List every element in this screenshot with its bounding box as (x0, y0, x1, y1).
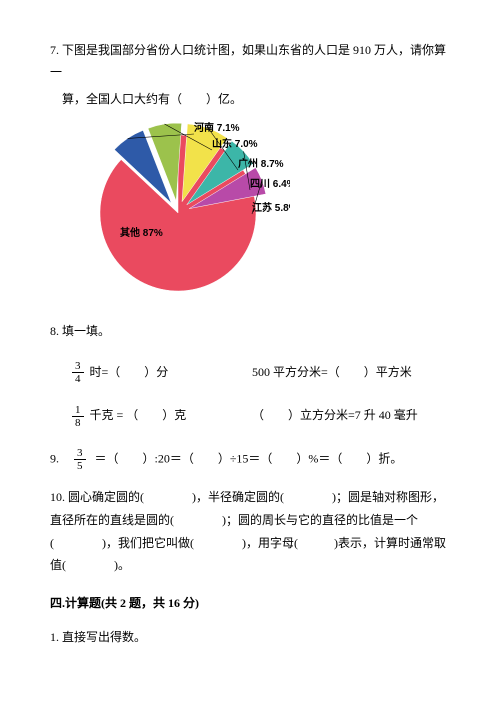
question-8: 8. 填一填。 3 4 时=（ ）分 500 平方分米=（ ）平方米 1 8 千… (50, 321, 450, 429)
pie-chart-container: 其他 87%河南 7.1%山东 7.0%广州 8.7%四川 6.4%江苏 5.8… (90, 121, 450, 301)
fraction-3-4: 3 4 (72, 360, 84, 385)
q7-line1: 7. 下图是我国部分省份人口统计图，如果山东省的人口是 910 万人，请你算一 (50, 40, 450, 83)
question-9: 9. 3 5 ＝（ ）:20＝（ ）÷15＝（ ）%＝（ ）折。 (50, 447, 450, 472)
q8-r2-left: 1 8 千克 = （ ）克 (72, 404, 252, 429)
pie-label-江苏: 江苏 5.8% (252, 201, 290, 214)
q8-r1-left: 3 4 时=（ ）分 (72, 360, 252, 385)
q7-line2: 算，全国人口大约有（ ）亿。 (62, 89, 450, 111)
question-7: 7. 下图是我国部分省份人口统计图，如果山东省的人口是 910 万人，请你算一 … (50, 40, 450, 301)
population-pie-chart: 其他 87%河南 7.1%山东 7.0%广州 8.7%四川 6.4%江苏 5.8… (90, 121, 290, 301)
q8-title: 8. 填一填。 (50, 321, 450, 343)
pie-label-其他: 其他 87% (120, 226, 163, 239)
q8-r1-right: 500 平方分米=（ ）平方米 (252, 360, 412, 385)
pie-label-河南: 河南 7.1% (194, 121, 240, 134)
section-4-q1: 1. 直接写出得数。 (50, 627, 450, 649)
q8-r1-left-text: 时=（ ）分 (90, 362, 169, 384)
q8-row-1: 3 4 时=（ ）分 500 平方分米=（ ）平方米 (72, 360, 450, 385)
fraction-3-5: 3 5 (74, 447, 86, 472)
q8-row-2: 1 8 千克 = （ ）克 （ ）立方分米=7 升 40 毫升 (72, 404, 450, 429)
pie-label-四川: 四川 6.4% (250, 178, 290, 190)
q8-r2-left-text: 千克 = （ ）克 (90, 405, 187, 427)
q8-r2-right: （ ）立方分米=7 升 40 毫升 (252, 404, 418, 429)
section-4-title: 四.计算题(共 2 题，共 16 分) (50, 593, 450, 615)
question-10: 10. 圆心确定圆的( )，半径确定圆的( )；圆是轴对称图形，直径所在的直线是… (50, 486, 450, 577)
fraction-1-8: 1 8 (72, 404, 84, 429)
q9-text: ＝（ ）:20＝（ ）÷15＝（ ）%＝（ ）折。 (95, 451, 403, 465)
q9-prefix: 9. (50, 451, 71, 465)
